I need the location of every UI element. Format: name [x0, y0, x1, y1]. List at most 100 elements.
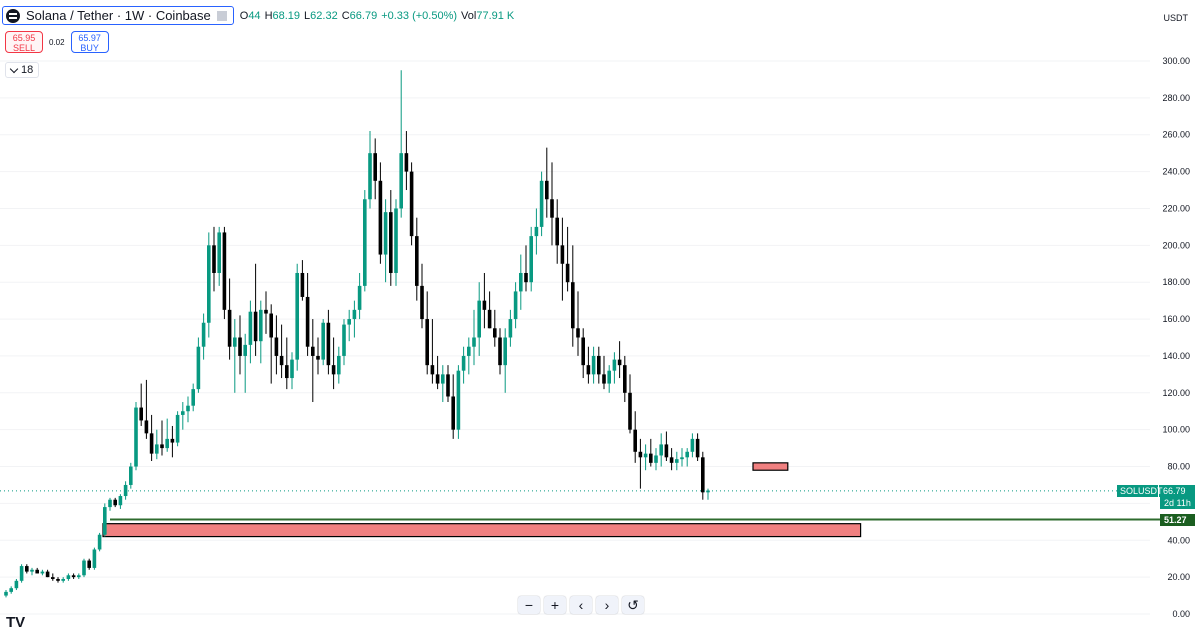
ohlc-item: +0.33 (+0.50%) [381, 10, 457, 22]
y-tick-label: 300.00 [1162, 56, 1190, 66]
candle-body [628, 392, 632, 430]
candle-body [659, 444, 663, 456]
candle-body [591, 355, 596, 375]
zoom-toolbar: − + ‹ › ↺ [518, 596, 644, 614]
y-tick-label: 240.00 [1162, 167, 1190, 177]
candle-body [347, 319, 351, 325]
candle-body [61, 578, 65, 581]
candle-body [248, 311, 253, 345]
last-price-tag: SOLUSDT 66.79 [1117, 485, 1195, 497]
candle-body [352, 309, 357, 320]
grid [0, 60, 1150, 615]
buy-button[interactable]: 65.97 BUY [70, 31, 109, 53]
candle-body [186, 405, 190, 412]
y-tick-label: 140.00 [1162, 351, 1190, 361]
zones [102, 462, 862, 538]
candle-body [253, 311, 258, 342]
zoom-in-button[interactable]: + [544, 596, 566, 614]
currency-selector[interactable]: USDT [1163, 13, 1189, 23]
candle-body [77, 575, 81, 578]
symbol-box[interactable]: Solana / Tether · 1W · Coinbase [2, 6, 234, 25]
candle-body [118, 496, 123, 506]
candle-body [498, 337, 502, 366]
candle-body [394, 208, 398, 273]
ohlc-value: 62.32 [310, 9, 338, 22]
y-axis: 0.0020.0040.0060.0080.00100.00120.00140.… [1162, 56, 1190, 619]
candle-body [607, 370, 611, 384]
candle-body [565, 263, 570, 283]
scroll-right-button[interactable]: › [596, 596, 618, 614]
candle-body [274, 337, 279, 356]
y-tick-label: 260.00 [1162, 130, 1190, 140]
candle-body [461, 355, 466, 371]
tradingview-logo-icon: TV [6, 614, 26, 631]
candle-body [555, 217, 559, 246]
candle-body [222, 232, 227, 310]
candle-body [560, 245, 565, 264]
y-tick-label: 0.00 [1172, 609, 1190, 619]
candle-body [524, 272, 528, 283]
candle-body [45, 571, 50, 578]
candle-body [513, 291, 518, 320]
reset-chart-button[interactable]: ↺ [622, 596, 644, 614]
candle-body [534, 226, 539, 237]
zoom-out-button[interactable]: − [518, 596, 540, 614]
candle-body [456, 370, 461, 430]
candle-body [108, 499, 112, 508]
indicators-count: 18 [21, 64, 34, 76]
candle-body [446, 374, 450, 397]
candle-body [212, 245, 216, 273]
candle-body [612, 359, 617, 371]
candle-body [477, 300, 481, 338]
supply-demand-zone [752, 462, 789, 471]
candle-body [160, 444, 164, 449]
candle-body [181, 411, 185, 415]
ohlc-value: 77.91 K [476, 9, 515, 22]
candle-body [363, 199, 367, 286]
candle-body [493, 328, 497, 338]
candle-body [337, 355, 341, 375]
ohlc-item: C66.79 [342, 10, 377, 22]
indicators-toggle[interactable]: 18 [5, 62, 40, 78]
y-tick-label: 100.00 [1162, 425, 1190, 435]
candle-body [472, 337, 476, 347]
candle-body [134, 407, 138, 467]
candle-body [373, 153, 377, 181]
candle-body [238, 337, 242, 356]
candle-body [415, 236, 419, 286]
bar-countdown: 2d 11h [1160, 497, 1195, 509]
chart-header: Solana / Tether · 1W · Coinbase O44 H68.1… [2, 6, 514, 25]
candle-body [196, 346, 201, 390]
trade-panel: 65.95 SELL 0.02 65.97 BUY [5, 31, 109, 53]
ohlc-key: L [304, 9, 311, 22]
lines [0, 490, 1160, 521]
sell-button[interactable]: 65.95 SELL [5, 31, 43, 53]
y-tick-label: 80.00 [1167, 462, 1190, 472]
candle-body [597, 355, 601, 375]
flag-icon[interactable] [216, 10, 227, 21]
ohlc-item: O44 [240, 10, 261, 22]
candle-body [207, 245, 211, 323]
candle-body [51, 577, 55, 579]
candle-body [279, 355, 284, 366]
solana-logo-icon [6, 8, 20, 23]
candle-body [103, 507, 107, 535]
candle-body [581, 337, 585, 366]
candle-body [149, 433, 154, 454]
candle-body [539, 180, 544, 227]
ohlc-value: 68.19 [272, 9, 301, 22]
buy-label: BUY [80, 43, 99, 53]
candle-body [482, 300, 487, 310]
candle-body [56, 578, 60, 581]
ohlc-key: O [239, 9, 249, 22]
candle-body [331, 365, 336, 375]
candle-body [399, 153, 403, 209]
candle-body [545, 180, 549, 200]
scroll-left-button[interactable]: ‹ [570, 596, 592, 614]
candle-body [175, 414, 180, 443]
candle-body [25, 566, 29, 572]
candle-body [425, 319, 429, 366]
candle-body [97, 534, 102, 550]
candle-body [706, 490, 710, 493]
y-tick-label: 220.00 [1162, 203, 1190, 213]
